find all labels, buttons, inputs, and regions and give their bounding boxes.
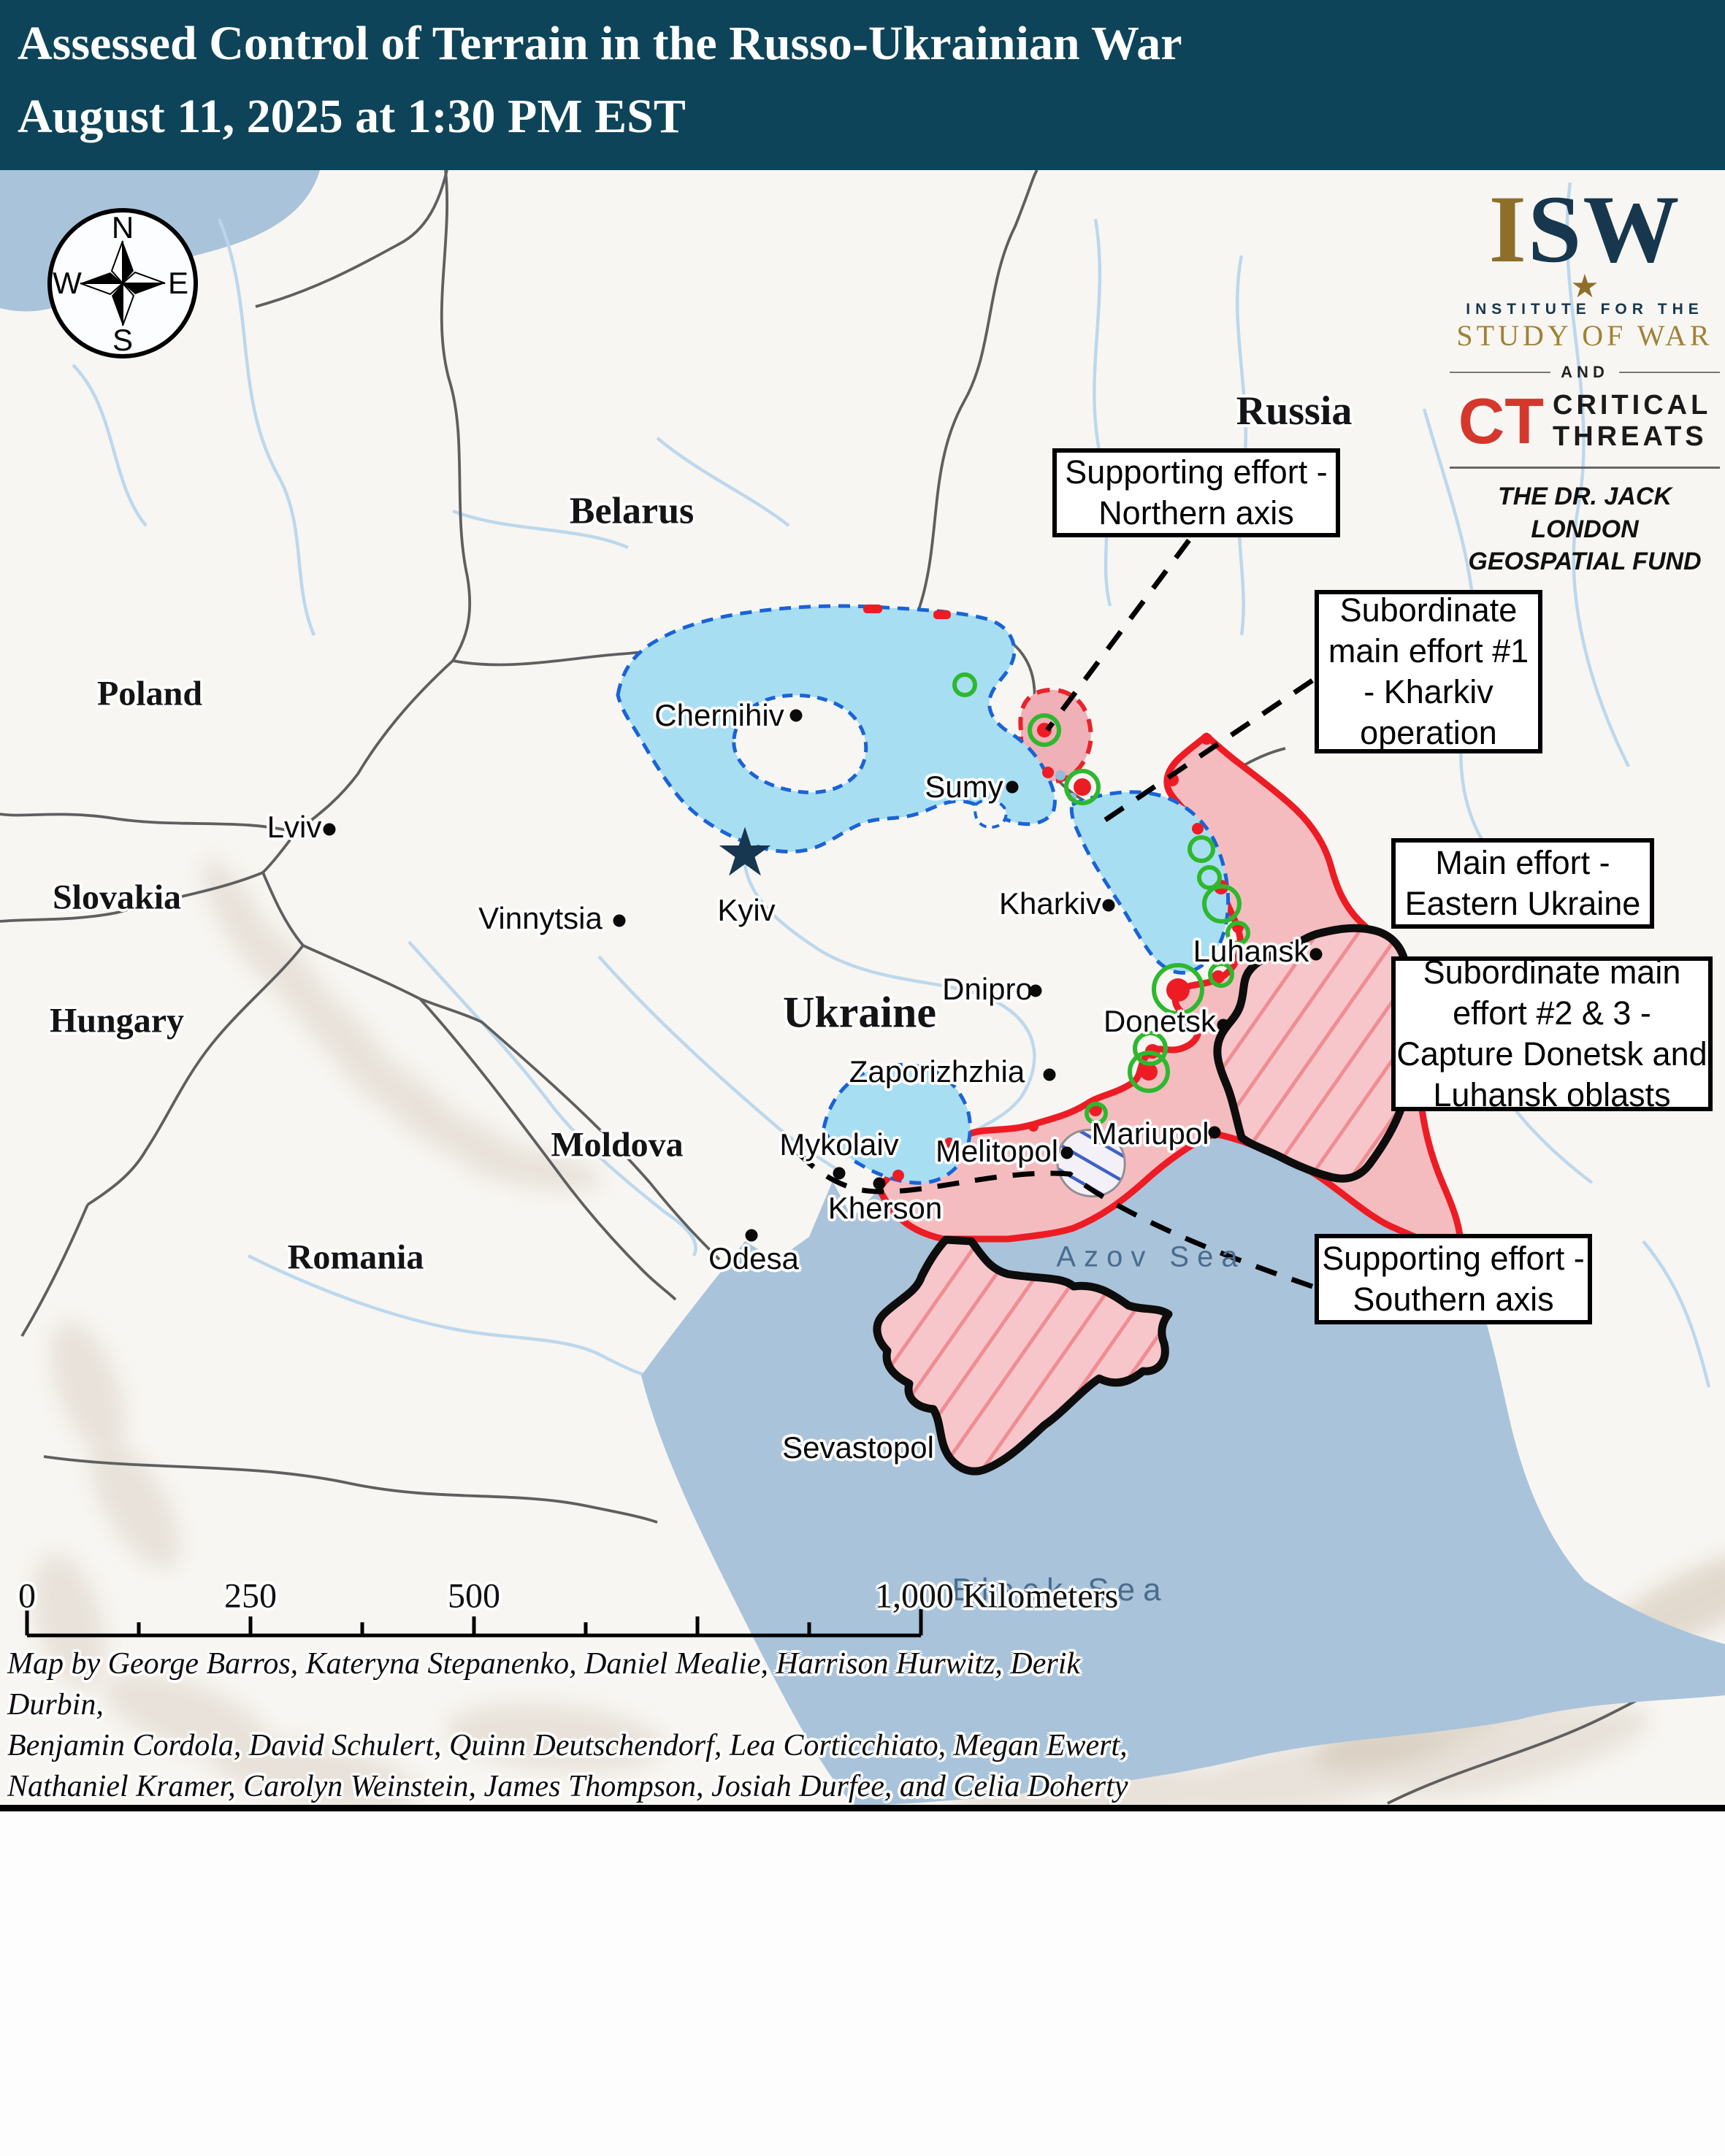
country-label-russia: Russia — [1236, 388, 1353, 434]
compass-e: E — [168, 266, 188, 300]
credits-line1: Map by George Barros, Kateryna Stepanenk… — [7, 1647, 1081, 1722]
callout-southern-axis: Supporting effort - Southern axis — [1315, 1234, 1592, 1324]
city-label-melitopol: Melitopol — [935, 1134, 1059, 1168]
city-dot-zaporizhzhia — [1043, 1068, 1056, 1081]
city-label-mariupol: Mariupol — [1091, 1116, 1209, 1151]
city-dot-odesa — [745, 1229, 758, 1242]
country-label-slovakia: Slovakia — [52, 878, 182, 917]
isw-logo: ISW — [1488, 175, 1681, 283]
pre2022-crimea-area — [873, 1235, 1173, 1476]
city-dot-vinnytsia — [613, 914, 626, 927]
sea-label-black: Black Sea — [952, 1572, 1169, 1608]
credits-line2: Benjamin Cordola, David Schulert, Quinn … — [7, 1728, 1128, 1762]
city-label-kharkiv: Kharkiv — [998, 886, 1102, 921]
claimed-ua-counteroffensive-south — [822, 1062, 972, 1185]
city-dot-sumy — [1006, 780, 1019, 794]
country-label-romania: Romania — [287, 1238, 424, 1277]
isw-star-icon: ★ — [1570, 269, 1599, 304]
callout-northern-axis: Supporting effort - Northern axis — [1052, 448, 1340, 537]
city-label-sevastopol: Sevastopol — [782, 1430, 934, 1465]
isw-study-of-war-label: STUDY OF WAR — [1456, 319, 1713, 353]
city-label-sumy: Sumy — [925, 770, 1003, 804]
credits-line3: Nathaniel Kramer, Carolyn Weinstein, Jam… — [7, 1769, 1128, 1803]
scale-bar — [25, 1609, 923, 1638]
scale-0: 0 — [18, 1576, 36, 1616]
city-label-zaporizhzhia: Zaporizhzhia — [849, 1054, 1025, 1089]
callout-main-effort-east: Main effort - Eastern Ukraine — [1391, 838, 1654, 929]
city-label-lviv: Lviv — [267, 810, 322, 844]
legend: Significant Fighting in the Past 24 Hour… — [0, 1805, 1725, 2156]
partisan-warfare-area — [1056, 1129, 1126, 1198]
scale-1000: 1,000 Kilometers — [875, 1576, 1119, 1616]
city-dot-mykolaiv — [833, 1167, 846, 1180]
claimed-ua-counteroffensive-hole-small — [974, 798, 1008, 829]
city-label-kherson: Kherson — [827, 1191, 943, 1225]
ct-line1: CRITICAL — [1553, 389, 1712, 421]
compass-s: S — [112, 323, 133, 357]
compass-n: N — [112, 210, 134, 245]
geospatial-fund-label: THE DR. JACK LONDON GEOSPATIAL FUND — [1450, 467, 1720, 578]
critical-threats-logo: CT CRITICAL THREATS — [1450, 389, 1720, 453]
logo-block: ISW ★ INSTITUTE FOR THE STUDY OF WAR AND… — [1450, 175, 1721, 578]
city-label-mykolaiv: Mykolaiv — [779, 1127, 899, 1162]
scale-500: 500 — [448, 1576, 500, 1616]
callout-kharkiv-operation: Subordinate main effort #1 - Kharkiv ope… — [1315, 590, 1542, 753]
city-dot-kherson — [873, 1177, 886, 1190]
claimed-ua-counteroffensive-hole — [732, 693, 868, 794]
city-dot-donetsk — [1217, 1018, 1230, 1032]
isw-institute-label: INSTITUTE FOR THE — [1466, 301, 1704, 318]
compass-rose: N E S W — [47, 208, 198, 358]
city-label-chernihiv: Chernihiv — [654, 698, 784, 732]
claimed-ua-counteroffensive-kharkiv — [1069, 790, 1231, 975]
city-dot-luhansk — [1309, 948, 1323, 961]
country-label-moldova: Moldova — [551, 1125, 684, 1165]
significant-fighting-circles — [952, 672, 1250, 1125]
city-label-odesa: Odesa — [708, 1241, 799, 1275]
and-divider: AND — [1450, 363, 1721, 382]
city-dot-mariupol — [1208, 1126, 1221, 1139]
city-dot-dnipro — [1029, 984, 1042, 997]
compass-w: W — [53, 266, 82, 300]
sea-label-azov: Azov Sea — [1056, 1240, 1246, 1273]
russian-advance-marks — [863, 605, 1244, 1181]
ct-mark: CT — [1458, 385, 1544, 458]
city-dot-lviv — [323, 823, 336, 836]
isw-acronym: SW — [1527, 175, 1681, 283]
callout-donetsk-luhansk: Subordinate main effort #2 & 3 - Capture… — [1391, 954, 1713, 1113]
city-label-vinnytsia: Vinnytsia — [478, 901, 603, 935]
callout-leader-lines — [784, 538, 1314, 1289]
city-dot-melitopol — [1060, 1146, 1074, 1159]
scale-250: 250 — [224, 1576, 277, 1616]
country-label-poland: Poland — [96, 674, 203, 713]
map-title-line2: August 11, 2025 at 1:30 PM EST — [18, 90, 686, 143]
city-label-luhansk: Luhansk — [1193, 934, 1309, 968]
country-label-hungary: Hungary — [49, 1001, 185, 1040]
country-label-belarus: Belarus — [569, 490, 695, 532]
map-title-line1: Assessed Control of Terrain in the Russo… — [18, 17, 1182, 70]
header-bar: Assessed Control of Terrain in the Russo… — [0, 0, 1725, 170]
ct-line2: THREATS — [1553, 421, 1707, 453]
city-dot-chernihiv — [789, 709, 803, 722]
city-label-kyiv: Kyiv — [717, 893, 776, 927]
city-star-kyiv: ★ — [714, 813, 776, 891]
city-label-dnipro: Dnipro — [942, 972, 1033, 1006]
city-label-donetsk: Donetsk — [1103, 1004, 1217, 1038]
city-dot-kharkiv — [1102, 899, 1115, 912]
country-label-ukraine: Ukraine — [783, 988, 936, 1037]
